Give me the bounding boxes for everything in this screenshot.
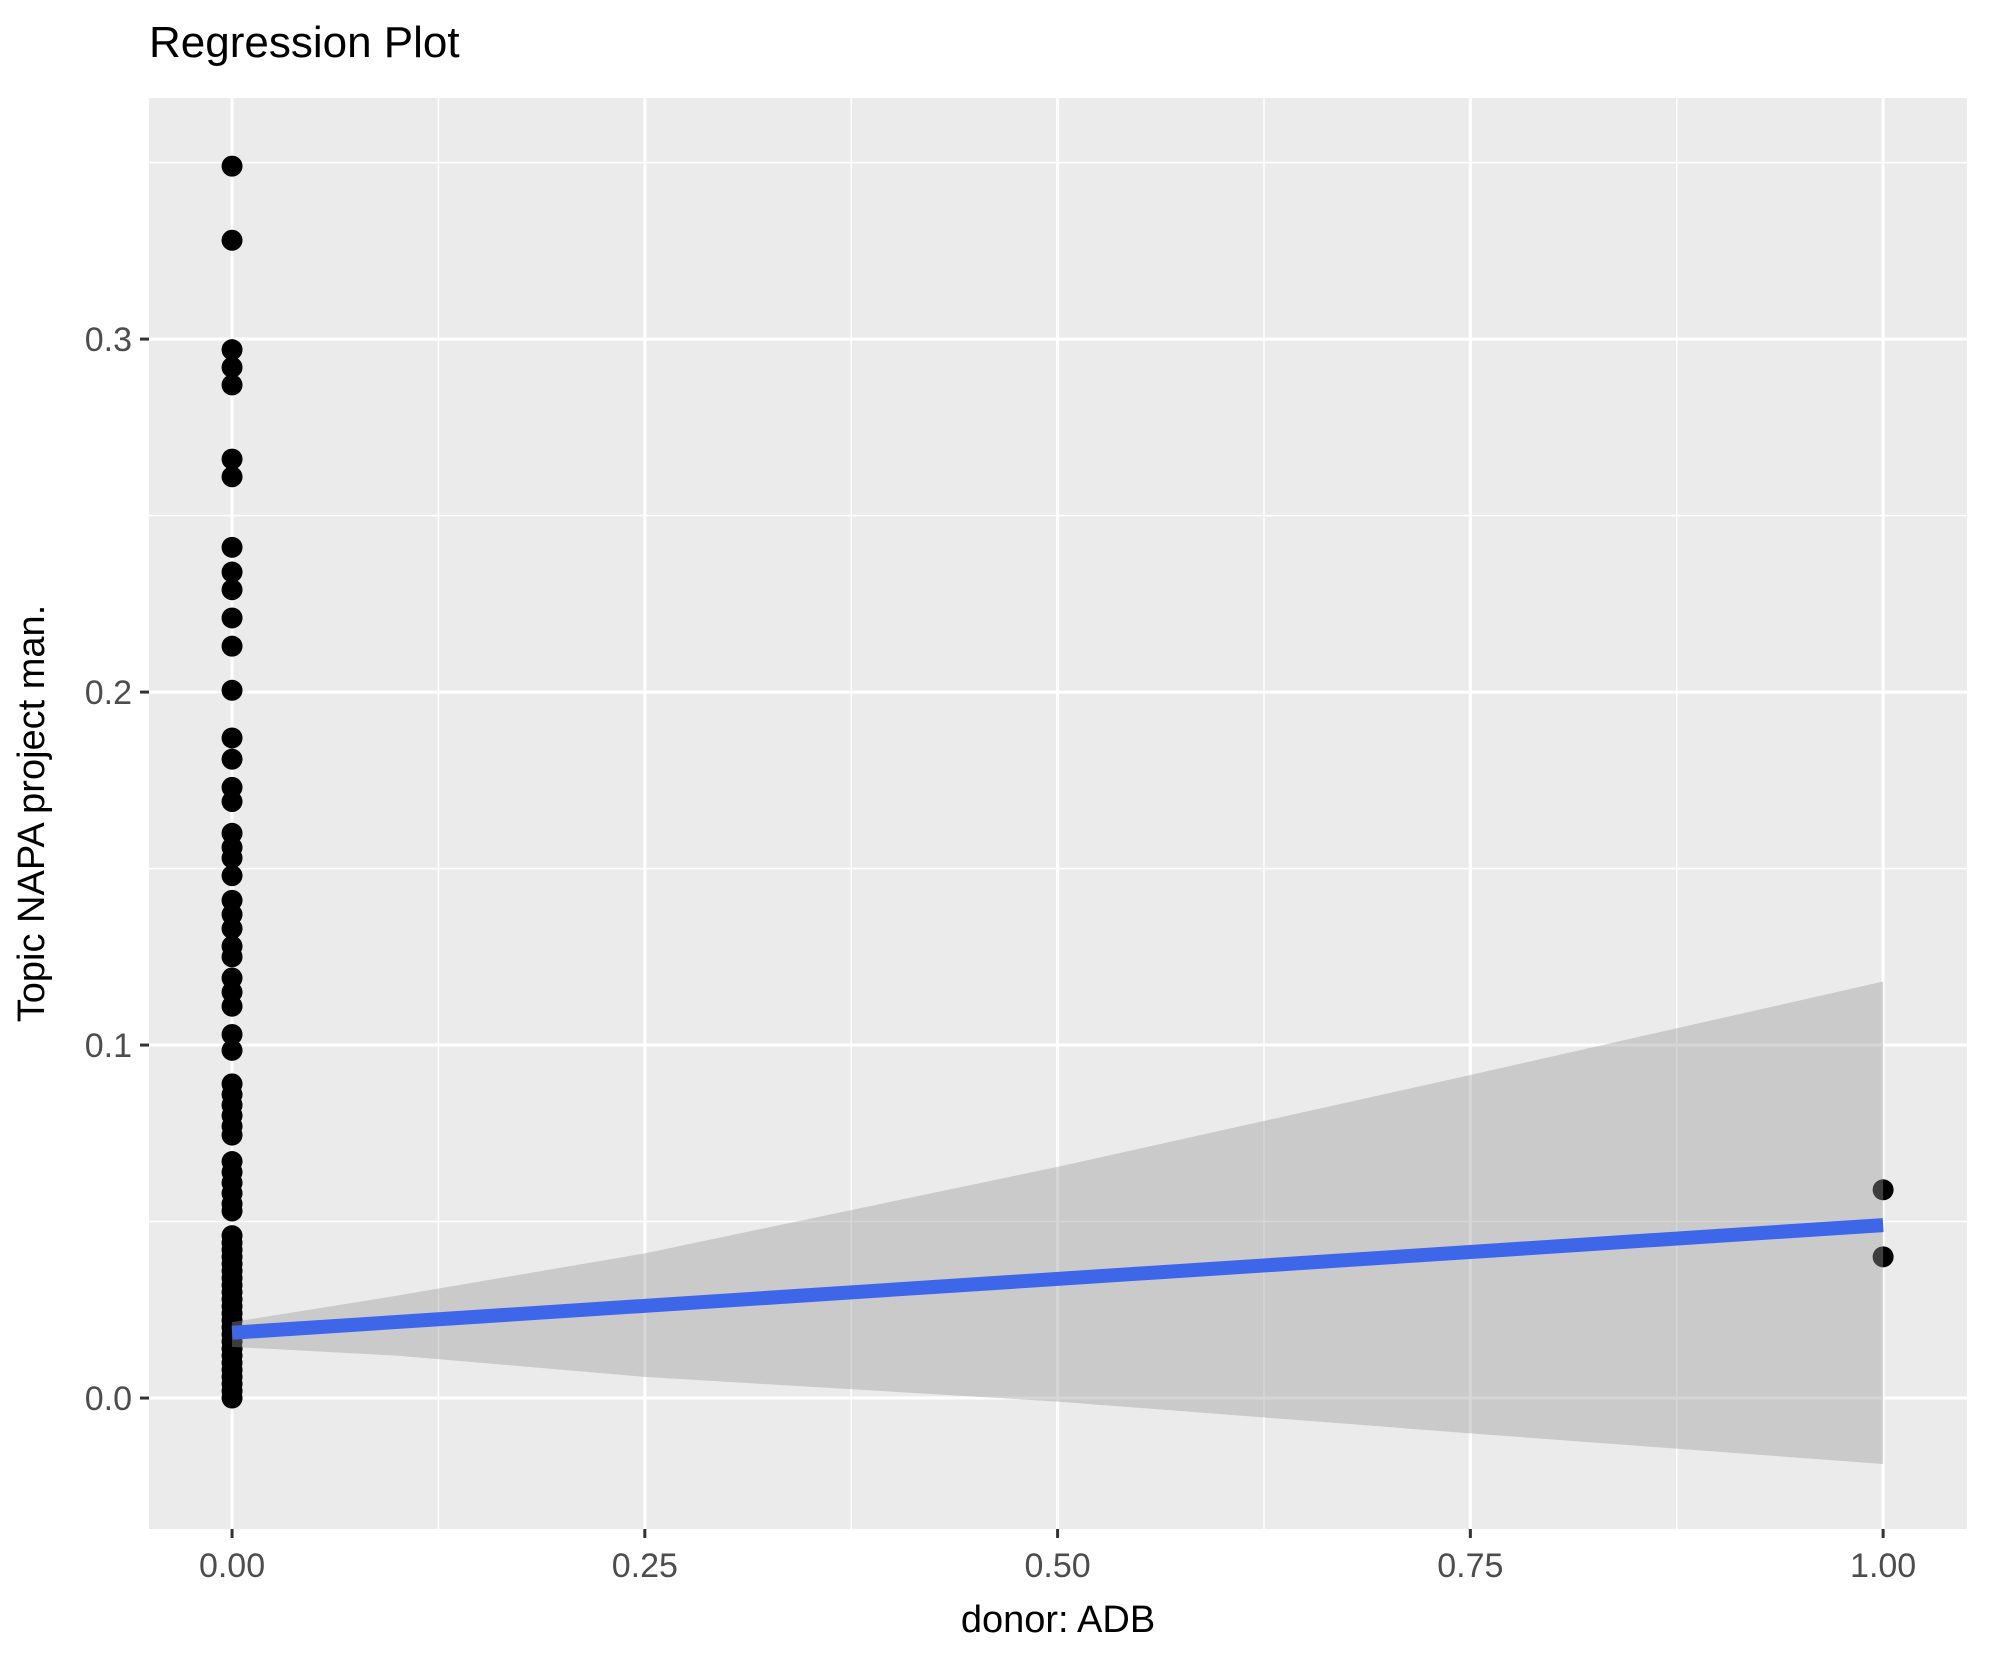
data-point — [221, 448, 243, 470]
x-tick-label: 1.00 — [1850, 1547, 1916, 1585]
axis-tick-marks — [140, 337, 1885, 1538]
ribbon-area — [232, 981, 1884, 1465]
y-axis-title: Topic NAPA project man. — [11, 605, 53, 1022]
data-point — [221, 374, 243, 396]
data-point — [221, 1200, 243, 1222]
data-point — [221, 536, 243, 558]
data-point — [221, 466, 243, 488]
x-tick-label: 0.25 — [612, 1547, 678, 1585]
data-point — [221, 865, 243, 887]
data-point — [221, 229, 243, 251]
regression-line — [231, 1218, 1884, 1340]
data-point — [221, 155, 243, 177]
scatter-points — [221, 155, 1894, 1409]
data-point — [221, 1023, 243, 1045]
confidence-ribbon — [232, 981, 1884, 1465]
y-tick-label: 0.3 — [85, 321, 132, 359]
fit-line — [231, 1218, 1884, 1340]
y-tick-label: 0.1 — [85, 1027, 132, 1065]
data-point — [221, 946, 243, 968]
data-point — [221, 635, 243, 657]
y-tick-label: 0.0 — [85, 1380, 132, 1418]
data-point — [221, 356, 243, 378]
major-gridlines — [149, 98, 1967, 1529]
plot-title: Regression Plot — [149, 18, 460, 67]
data-point — [221, 339, 243, 361]
data-point — [221, 918, 243, 940]
data-point — [221, 1039, 243, 1061]
x-tick-label: 0.00 — [199, 1547, 265, 1585]
data-point — [1872, 1246, 1894, 1268]
x-axis-title: donor: ADB — [961, 1599, 1155, 1641]
data-point — [221, 748, 243, 770]
data-point — [221, 727, 243, 749]
data-point — [221, 790, 243, 812]
data-point — [221, 579, 243, 601]
data-point — [221, 1124, 243, 1146]
data-point — [1872, 1179, 1894, 1201]
x-tick-labels: 0.00 0.25 0.50 0.75 1.00 — [199, 1547, 1916, 1585]
y-tick-label: 0.2 — [85, 674, 132, 712]
data-point — [221, 1387, 243, 1409]
data-point — [221, 607, 243, 629]
data-point — [221, 995, 243, 1017]
data-point — [221, 561, 243, 583]
y-tick-labels: 0.0 0.1 0.2 0.3 — [85, 321, 132, 1418]
data-point — [221, 679, 243, 701]
x-tick-label: 0.50 — [1024, 1547, 1090, 1585]
x-tick-label: 0.75 — [1437, 1547, 1503, 1585]
data-point — [221, 847, 243, 869]
